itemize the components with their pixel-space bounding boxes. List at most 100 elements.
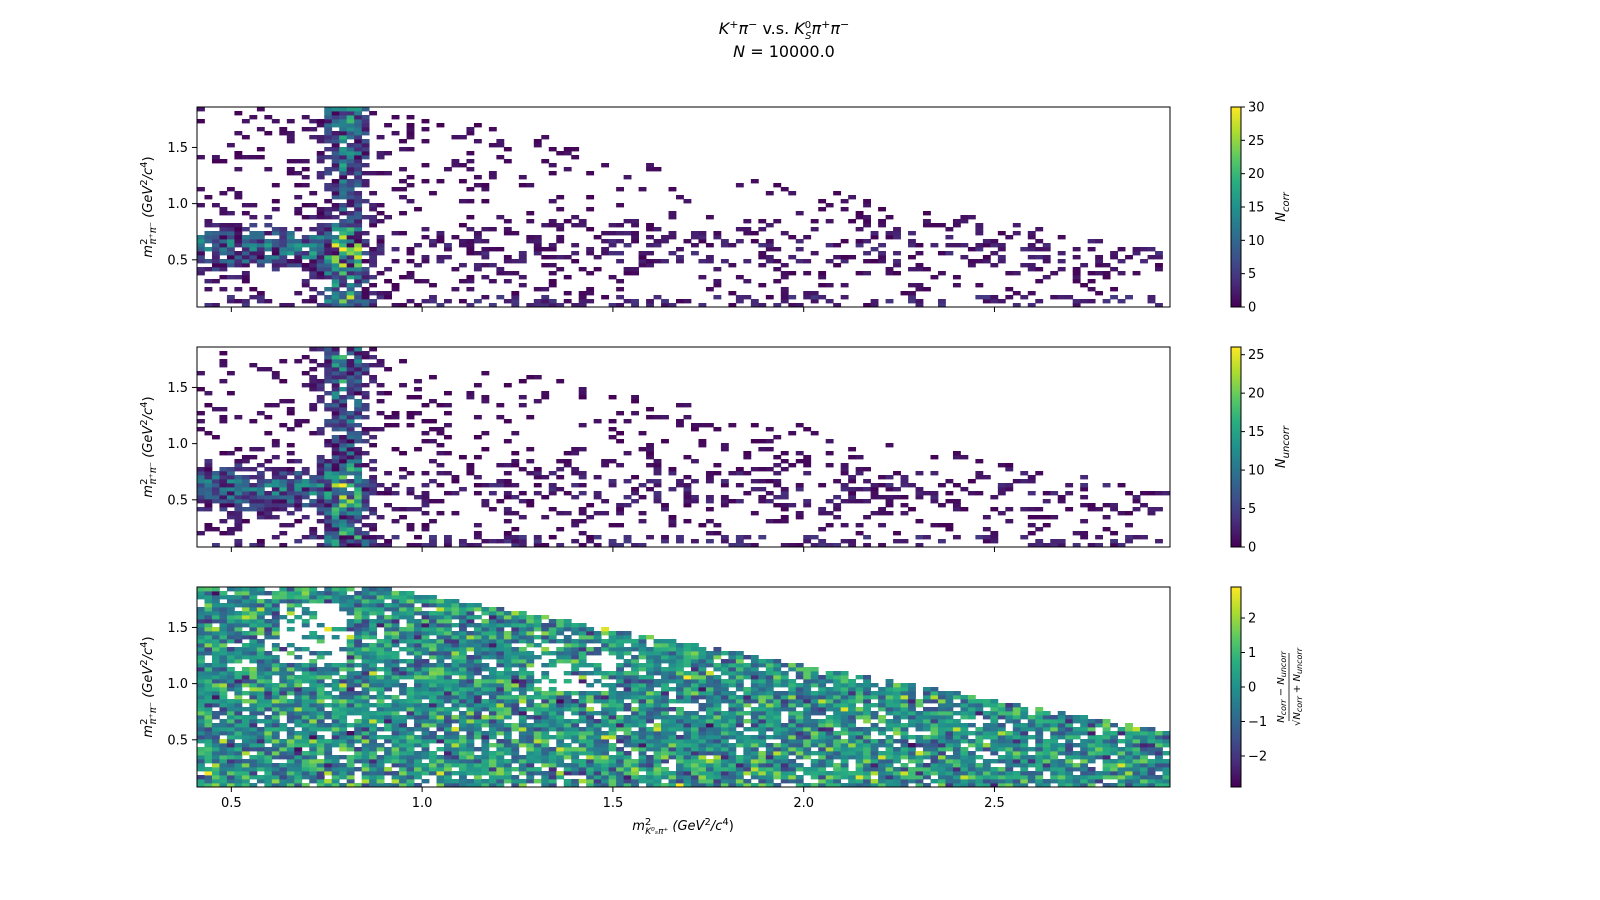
heatmap-cell bbox=[197, 483, 205, 488]
heatmap-cell bbox=[316, 151, 325, 156]
heatmap-cell bbox=[488, 611, 497, 616]
heatmap-cell bbox=[339, 371, 348, 376]
heatmap-cell bbox=[616, 751, 625, 756]
heatmap-cell bbox=[264, 747, 273, 752]
heatmap-cell bbox=[1027, 479, 1036, 484]
heatmap-cell bbox=[211, 743, 220, 748]
heatmap-cell bbox=[339, 535, 348, 540]
heatmap-cell bbox=[982, 515, 991, 520]
heatmap-cell bbox=[608, 243, 617, 248]
heatmap-cell bbox=[309, 127, 318, 132]
heatmap-cell bbox=[271, 615, 280, 620]
heatmap-cell bbox=[653, 483, 662, 488]
heatmap-cell bbox=[384, 279, 392, 284]
heatmap-cell bbox=[863, 479, 872, 484]
heatmap-cell bbox=[339, 155, 348, 160]
heatmap-cell bbox=[466, 703, 475, 708]
heatmap-cell bbox=[391, 655, 400, 660]
heatmap-cell bbox=[301, 283, 310, 288]
heatmap-cell bbox=[399, 743, 407, 748]
heatmap-cell bbox=[384, 291, 392, 296]
heatmap-cell bbox=[361, 615, 370, 620]
heatmap-cell bbox=[511, 727, 520, 732]
heatmap-cell bbox=[197, 699, 205, 704]
heatmap-cell bbox=[443, 667, 452, 672]
heatmap-cell bbox=[294, 423, 303, 428]
heatmap-cell bbox=[241, 683, 250, 688]
heatmap-cell bbox=[324, 739, 333, 744]
heatmap-cell bbox=[429, 695, 437, 700]
heatmap-cell bbox=[369, 507, 378, 512]
heatmap-cell bbox=[346, 351, 355, 356]
heatmap-cell bbox=[286, 779, 295, 784]
heatmap-cell bbox=[443, 699, 452, 704]
heatmap-cell bbox=[1147, 491, 1156, 496]
heatmap-cell bbox=[631, 299, 639, 304]
heatmap-cell bbox=[720, 479, 729, 484]
heatmap-cell bbox=[526, 679, 535, 684]
heatmap-cell bbox=[399, 627, 407, 632]
heatmap-cell bbox=[339, 483, 348, 488]
heatmap-cell bbox=[226, 231, 235, 236]
heatmap-cell bbox=[279, 763, 288, 768]
heatmap-cell bbox=[331, 667, 340, 672]
heatmap-cell bbox=[676, 479, 684, 484]
heatmap-cell bbox=[421, 259, 430, 264]
heatmap-cell bbox=[593, 735, 602, 740]
heatmap-cell bbox=[354, 123, 363, 128]
heatmap-cell bbox=[436, 723, 445, 728]
heatmap-cell bbox=[458, 771, 467, 776]
heatmap-cell bbox=[271, 627, 280, 632]
heatmap-cell bbox=[256, 679, 265, 684]
heatmap-cell bbox=[316, 779, 325, 784]
heatmap-cell bbox=[279, 775, 288, 780]
heatmap-cell bbox=[758, 439, 767, 444]
heatmap-cell bbox=[301, 663, 310, 668]
heatmap-cell bbox=[294, 207, 303, 212]
heatmap-cell bbox=[466, 671, 475, 676]
heatmap-cell bbox=[481, 623, 490, 628]
heatmap-cell bbox=[346, 251, 355, 256]
heatmap-cell bbox=[1087, 543, 1096, 548]
heatmap-cell bbox=[623, 647, 632, 652]
heatmap-cell bbox=[473, 627, 482, 632]
heatmap-cell bbox=[616, 783, 625, 788]
heatmap-cell bbox=[713, 471, 722, 476]
heatmap-cell bbox=[601, 295, 610, 300]
heatmap-cell bbox=[1050, 271, 1059, 276]
heatmap-cell bbox=[241, 623, 250, 628]
heatmap-cell bbox=[908, 295, 916, 300]
heatmap-cell bbox=[533, 287, 542, 292]
heatmap-cell bbox=[211, 543, 220, 548]
heatmap-cell bbox=[391, 703, 400, 708]
heatmap-cell bbox=[481, 767, 490, 772]
heatmap-cell bbox=[511, 639, 520, 644]
heatmap-cell bbox=[533, 375, 542, 380]
heatmap-cell bbox=[1095, 239, 1104, 244]
heatmap-cell bbox=[391, 231, 400, 236]
heatmap-cell bbox=[1027, 255, 1036, 260]
heatmap-cell bbox=[339, 531, 348, 536]
heatmap-cell bbox=[279, 423, 288, 428]
heatmap-cell bbox=[436, 667, 445, 672]
heatmap-cell bbox=[369, 771, 378, 776]
heatmap-cell bbox=[496, 247, 505, 252]
heatmap-cell bbox=[309, 347, 318, 352]
heatmap-cell bbox=[1132, 495, 1141, 500]
heatmap-cell bbox=[369, 283, 378, 288]
heatmap-cell bbox=[294, 711, 303, 716]
heatmap-cell bbox=[204, 495, 213, 500]
heatmap-cell bbox=[346, 247, 355, 252]
heatmap-cell bbox=[369, 275, 378, 280]
heatmap-cell bbox=[324, 783, 333, 788]
heatmap-cell bbox=[301, 167, 310, 172]
heatmap-cell bbox=[354, 607, 363, 612]
heatmap-cell bbox=[226, 263, 235, 268]
heatmap-cell bbox=[286, 263, 295, 268]
heatmap-cell bbox=[518, 623, 527, 628]
heatmap-cell bbox=[496, 143, 505, 148]
heatmap-cell bbox=[481, 667, 490, 672]
heatmap-cell bbox=[511, 627, 520, 632]
heatmap-cell bbox=[458, 163, 467, 168]
heatmap-cell bbox=[346, 519, 355, 524]
